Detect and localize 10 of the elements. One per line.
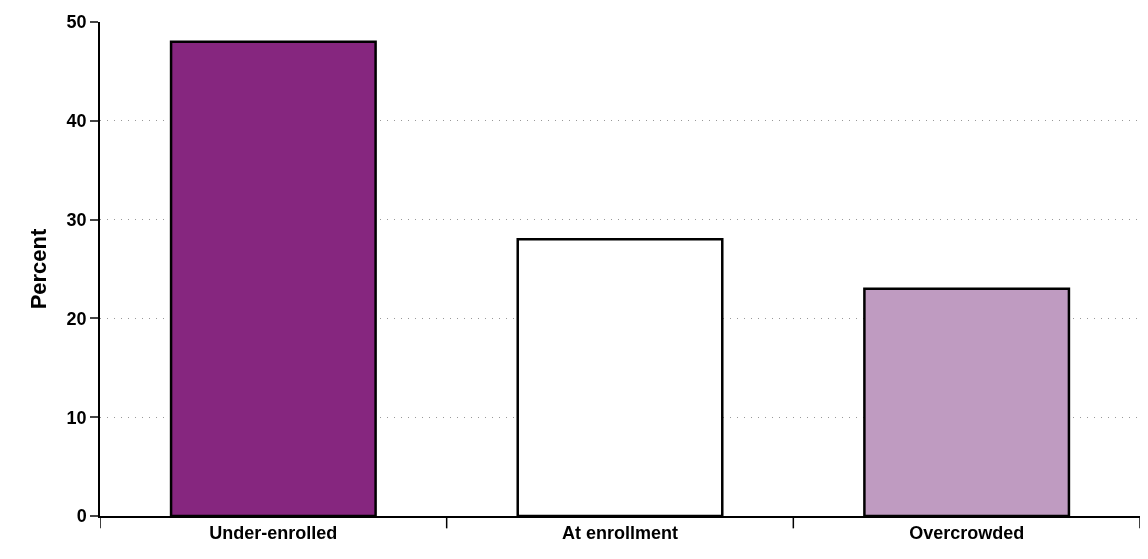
y-axis-title: Percent	[25, 227, 51, 310]
x-tick-label: Overcrowded	[909, 523, 1025, 544]
y-tick-label: 10	[66, 407, 87, 428]
y-tick-label: 50	[66, 12, 87, 33]
x-tick-label: Under-enrolled	[209, 523, 338, 544]
y-tick-label: 30	[66, 209, 87, 230]
y-tick-label: 40	[66, 111, 87, 132]
x-tick-label: At enrollment	[561, 523, 679, 544]
y-tick-label: 20	[66, 308, 87, 329]
y-tick-label: 0	[76, 506, 87, 527]
